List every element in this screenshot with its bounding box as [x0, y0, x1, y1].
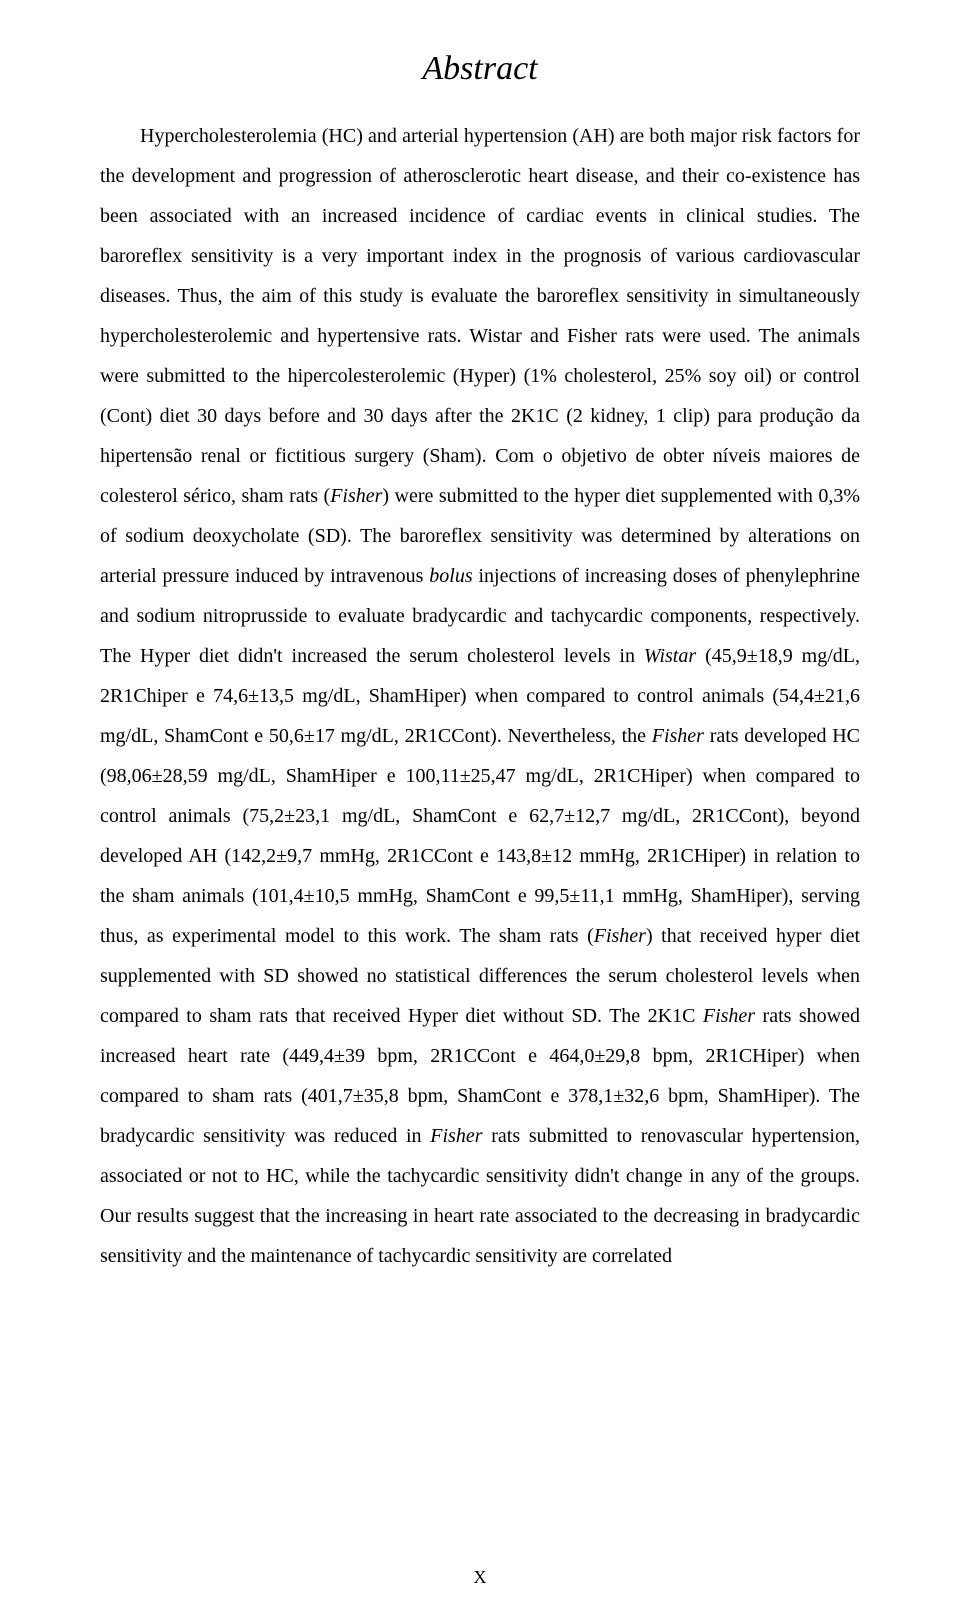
italic-text-segment: Fisher — [430, 1125, 482, 1147]
text-segment: rats developed HC (98,06±28,59 mg/dL, Sh… — [100, 725, 860, 947]
italic-text-segment: bolus — [429, 565, 472, 587]
italic-text-segment: Fisher — [594, 925, 646, 947]
italic-text-segment: Fisher — [330, 485, 382, 507]
page-container: Abstract Hypercholesterolemia (HC) and a… — [0, 0, 960, 1608]
page-number: X — [0, 1567, 960, 1588]
text-segment: Hypercholesterolemia (HC) and arterial h… — [100, 125, 860, 507]
abstract-body: Hypercholesterolemia (HC) and arterial h… — [100, 116, 860, 1276]
abstract-title: Abstract — [100, 50, 860, 88]
italic-text-segment: Fisher — [703, 1005, 755, 1027]
italic-text-segment: Wistar — [644, 645, 696, 667]
italic-text-segment: Fisher — [652, 725, 704, 747]
